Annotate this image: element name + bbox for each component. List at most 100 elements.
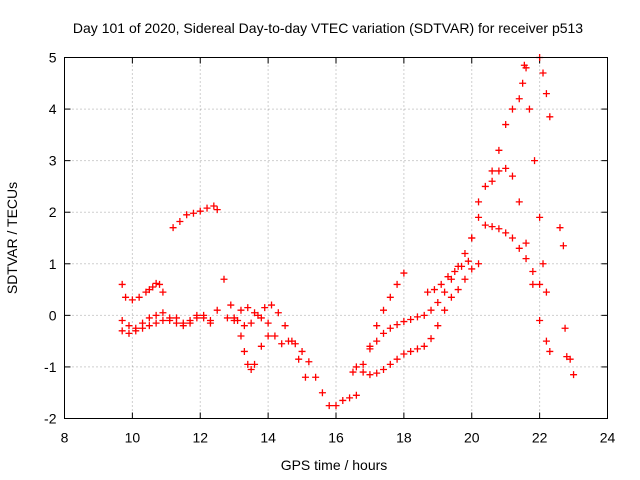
data-point (366, 371, 374, 379)
data-point (444, 273, 452, 281)
data-point (434, 298, 442, 306)
data-point (122, 293, 130, 301)
x-tick-label: 8 (61, 430, 69, 446)
data-point (220, 275, 228, 283)
data-point (475, 198, 483, 206)
data-point (570, 371, 578, 379)
data-point (542, 337, 550, 345)
data-point (451, 268, 459, 276)
data-point (400, 318, 408, 326)
data-point (488, 223, 496, 231)
data-point (508, 105, 516, 113)
data-point (186, 319, 194, 327)
data-point (132, 327, 140, 335)
data-point (237, 306, 245, 314)
data-point (284, 337, 292, 345)
data-point (542, 90, 550, 98)
data-point (179, 322, 187, 330)
data-point (176, 217, 184, 225)
data-point (437, 280, 445, 288)
data-point (488, 177, 496, 185)
data-point (159, 317, 167, 325)
series-arc-8 (349, 269, 408, 376)
data-point (447, 293, 455, 301)
data-point (193, 314, 201, 322)
x-tick-label: 20 (464, 430, 480, 446)
series-arc-5 (220, 275, 309, 381)
data-point (366, 345, 374, 353)
data-point (169, 224, 177, 232)
series-arc-11 (424, 257, 472, 296)
series-arc-14 (488, 164, 554, 355)
series-arc-12 (475, 64, 530, 206)
plot-frame (64, 57, 608, 419)
data-point (210, 202, 218, 210)
data-point (561, 324, 569, 332)
data-point (393, 321, 401, 329)
data-point (434, 322, 442, 330)
data-point (420, 342, 428, 350)
y-axis-label: SDTVAR / TECUs (4, 182, 20, 294)
data-point (156, 280, 164, 288)
data-point (244, 304, 252, 312)
data-point (240, 322, 248, 330)
data-point (281, 322, 289, 330)
y-tick-label: 2 (49, 204, 57, 220)
data-point (200, 311, 208, 319)
data-point (502, 121, 510, 129)
data-point (475, 260, 483, 268)
x-tick-label: 14 (260, 430, 276, 446)
data-point (519, 79, 527, 87)
data-point (268, 301, 276, 309)
data-point (539, 260, 547, 268)
data-point (468, 234, 476, 242)
data-point (515, 198, 523, 206)
data-point (349, 368, 357, 376)
data-point (488, 167, 496, 175)
data-point (464, 257, 472, 265)
data-point (481, 182, 489, 190)
data-point (454, 286, 462, 294)
grid (64, 57, 608, 419)
data-point (508, 234, 516, 242)
data-point (152, 279, 160, 287)
data-point (240, 347, 248, 355)
y-tick-label: 5 (49, 50, 57, 66)
data-point (546, 113, 554, 121)
data-point (189, 209, 197, 217)
data-point (559, 242, 567, 250)
data-point (515, 95, 523, 103)
data-point (441, 306, 449, 314)
data-point (529, 280, 537, 288)
data-point (139, 324, 147, 332)
x-tick-label: 12 (192, 430, 208, 446)
data-point (495, 146, 503, 154)
y-tick-label: 0 (49, 307, 57, 323)
data-point (400, 269, 408, 277)
data-point (257, 314, 265, 322)
data-point (458, 262, 466, 270)
series-arc-10 (366, 234, 476, 353)
data-point (291, 340, 299, 348)
y-tick-label: 1 (49, 256, 57, 272)
data-point (118, 327, 126, 335)
data-point (536, 280, 544, 288)
data-point (261, 304, 269, 312)
data-point (135, 293, 143, 301)
data-point (430, 286, 438, 294)
data-point (166, 314, 174, 322)
data-point (125, 329, 133, 337)
data-point (380, 306, 388, 314)
series-arc-2 (118, 311, 214, 337)
data-point (531, 157, 539, 165)
chart-title: Day 101 of 2020, Sidereal Day-to-day VTE… (73, 20, 583, 36)
data-point (145, 314, 153, 322)
data-point (274, 309, 282, 317)
data-point (413, 313, 421, 321)
data-point (172, 319, 180, 327)
data-point (386, 324, 394, 332)
data-point (441, 288, 449, 296)
data-point (427, 306, 435, 314)
